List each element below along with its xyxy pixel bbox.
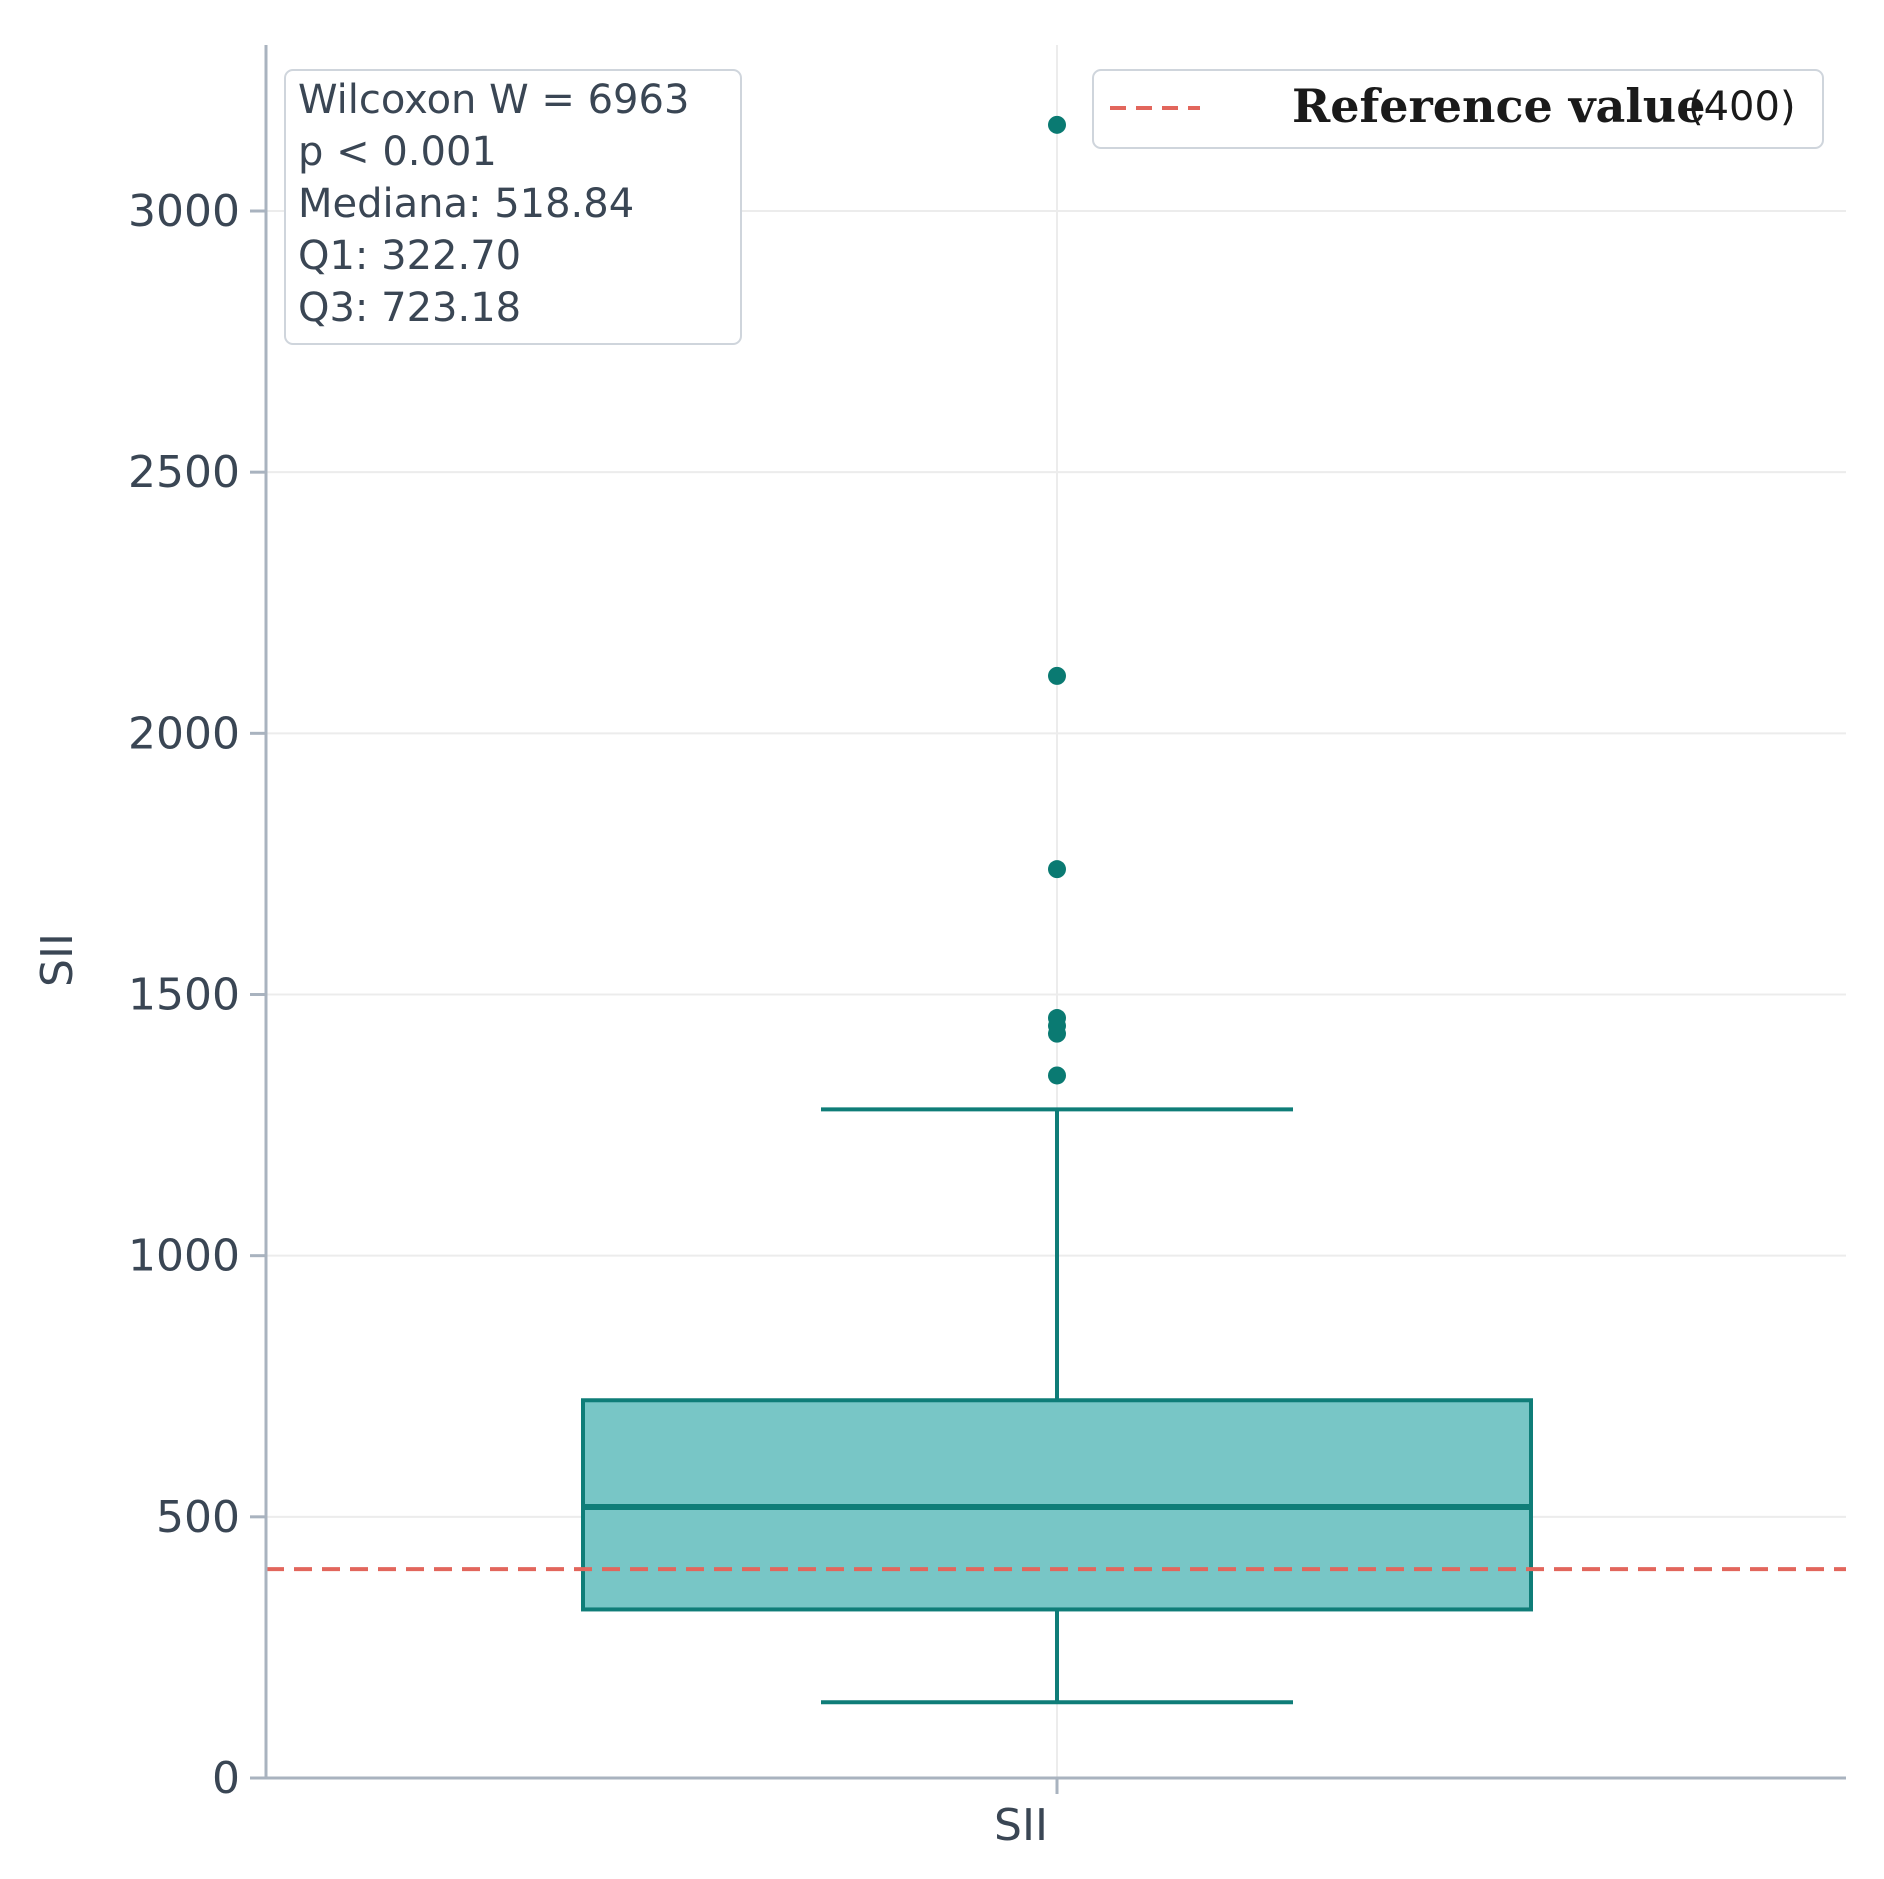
outlier-point-4 <box>1048 1009 1066 1028</box>
outlier-point-7 <box>1048 115 1066 134</box>
stats-line-p-value: p < 0.001 <box>298 129 497 175</box>
y-tick-label-2500: 2500 <box>128 447 240 498</box>
x-tick-label-sii: SII <box>994 1800 1048 1851</box>
legend-reference-value: (400) <box>1688 84 1796 130</box>
y-axis-label: SII <box>32 933 83 987</box>
stats-line-median: Mediana: 518.84 <box>298 181 634 227</box>
outlier-point-1 <box>1048 1066 1066 1085</box>
stats-line-q3: Q3: 723.18 <box>298 285 521 331</box>
stats-line-wilcoxon: Wilcoxon W = 6963 <box>298 77 689 123</box>
y-tick-label-500: 500 <box>156 1492 240 1543</box>
stats-line-q1: Q1: 322.70 <box>298 233 521 279</box>
legend: Reference value (400) <box>1092 69 1824 149</box>
stats-annotation-box <box>284 69 742 345</box>
box-layer <box>266 115 1846 1705</box>
legend-reference-label: Reference value <box>1292 79 1706 133</box>
outlier-point-6 <box>1048 666 1066 685</box>
outlier-point-5 <box>1048 860 1066 879</box>
y-tick-label-1000: 1000 <box>128 1231 240 1282</box>
y-tick-label-1500: 1500 <box>128 970 240 1021</box>
stats-annotation: Wilcoxon W = 6963 p < 0.001 Mediana: 518… <box>284 69 742 345</box>
y-tick-label-2000: 2000 <box>128 708 240 759</box>
axis-layer: 0 500 1000 1500 2000 2500 3000 SII <box>128 45 1846 1851</box>
y-tick-label-0: 0 <box>212 1753 240 1804</box>
y-tick-label-3000: 3000 <box>128 186 240 237</box>
legend-box <box>1092 69 1824 149</box>
